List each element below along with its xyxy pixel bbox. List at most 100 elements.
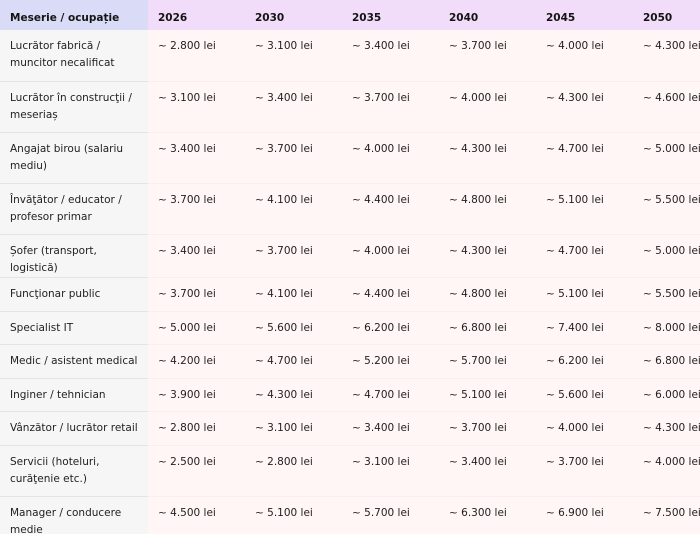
salary-value-cell: ~ 5.700 lei bbox=[342, 497, 439, 534]
occupation-cell: Specialist IT bbox=[0, 312, 148, 345]
salary-value-cell: ~ 3.700 lei bbox=[536, 446, 633, 497]
salary-value-cell: ~ 4.300 lei bbox=[439, 133, 536, 184]
salary-value-cell: ~ 4.300 lei bbox=[536, 82, 633, 133]
table-row: Specialist IT ~ 5.000 lei ~ 5.600 lei ~ 6.2… bbox=[0, 312, 700, 345]
header-year-2050: 2050 bbox=[633, 0, 700, 30]
salary-value-cell: ~ 3.100 lei bbox=[245, 412, 342, 446]
salary-value-cell: ~ 5.100 lei bbox=[536, 184, 633, 235]
table-body: Lucrător fabrică / muncitor necalificat ~… bbox=[0, 30, 700, 534]
salary-value-cell: ~ 6.200 lei bbox=[536, 345, 633, 379]
occupation-cell: Manager / conducere medie bbox=[0, 497, 148, 534]
salary-value-cell: ~ 3.100 lei bbox=[245, 30, 342, 82]
header-year-2045: 2045 bbox=[536, 0, 633, 30]
salary-value-cell: ~ 8.000 lei bbox=[633, 312, 700, 345]
table-row: Medic / asistent medical ~ 4.200 lei ~ 4.7… bbox=[0, 345, 700, 379]
salary-value-cell: ~ 6.900 lei bbox=[536, 497, 633, 534]
salary-value-cell: ~ 4.600 lei bbox=[633, 82, 700, 133]
salary-value-cell: ~ 5.700 lei bbox=[439, 345, 536, 379]
salary-value-cell: ~ 2.800 lei bbox=[148, 30, 245, 82]
salary-value-cell: ~ 5.200 lei bbox=[342, 345, 439, 379]
header-occupation: Meserie / ocupație bbox=[0, 0, 148, 30]
salary-value-cell: ~ 6.300 lei bbox=[439, 497, 536, 534]
salary-value-cell: ~ 3.700 lei bbox=[148, 278, 245, 312]
salary-value-cell: ~ 3.700 lei bbox=[342, 82, 439, 133]
salary-value-cell: ~ 4.000 lei bbox=[439, 82, 536, 133]
salary-value-cell: ~ 5.000 lei bbox=[633, 133, 700, 184]
salary-value-cell: ~ 4.000 lei bbox=[536, 30, 633, 82]
table-row: Lucrător în construcţii / meseriaș ~ 3.10… bbox=[0, 82, 700, 133]
salary-value-cell: ~ 4.000 lei bbox=[536, 412, 633, 446]
salary-value-cell: ~ 5.100 lei bbox=[439, 379, 536, 412]
salary-value-cell: ~ 4.700 lei bbox=[536, 235, 633, 278]
salary-value-cell: ~ 4.300 lei bbox=[633, 30, 700, 82]
header-year-2026: 2026 bbox=[148, 0, 245, 30]
occupation-cell: Funcţionar public bbox=[0, 278, 148, 312]
salary-value-cell: ~ 4.000 lei bbox=[342, 133, 439, 184]
table-row: Lucrător fabrică / muncitor necalificat ~… bbox=[0, 30, 700, 82]
occupation-cell: Vânzător / lucrător retail bbox=[0, 412, 148, 446]
table-row: Vânzător / lucrător retail ~ 2.800 lei ~ 3… bbox=[0, 412, 700, 446]
salary-value-cell: ~ 4.400 lei bbox=[342, 184, 439, 235]
salary-value-cell: ~ 3.400 lei bbox=[342, 412, 439, 446]
salary-value-cell: ~ 3.400 lei bbox=[439, 446, 536, 497]
table-row: Angajat birou (salariu mediu) ~ 3.400 lei… bbox=[0, 133, 700, 184]
salary-value-cell: ~ 4.800 lei bbox=[439, 278, 536, 312]
salary-value-cell: ~ 5.500 lei bbox=[633, 278, 700, 312]
header-year-2035: 2035 bbox=[342, 0, 439, 30]
table-row: Manager / conducere medie ~ 4.500 lei ~ 5.… bbox=[0, 497, 700, 534]
salary-value-cell: ~ 5.100 lei bbox=[245, 497, 342, 534]
salary-value-cell: ~ 2.500 lei bbox=[148, 446, 245, 497]
salary-value-cell: ~ 3.700 lei bbox=[439, 30, 536, 82]
salary-value-cell: ~ 4.000 lei bbox=[633, 446, 700, 497]
salary-value-cell: ~ 4.700 lei bbox=[536, 133, 633, 184]
salary-value-cell: ~ 3.400 lei bbox=[245, 82, 342, 133]
header-row: Meserie / ocupație 2026 2030 2035 2040 2… bbox=[0, 0, 700, 30]
salary-value-cell: ~ 5.100 lei bbox=[536, 278, 633, 312]
salary-value-cell: ~ 3.700 lei bbox=[439, 412, 536, 446]
salary-value-cell: ~ 6.800 lei bbox=[439, 312, 536, 345]
salary-value-cell: ~ 5.600 lei bbox=[536, 379, 633, 412]
salary-value-cell: ~ 3.700 lei bbox=[245, 235, 342, 278]
occupation-cell: Inginer / tehnician bbox=[0, 379, 148, 412]
salary-value-cell: ~ 5.000 lei bbox=[148, 312, 245, 345]
occupation-cell: Servicii (hoteluri, curăţenie etc.) bbox=[0, 446, 148, 497]
occupation-cell: Angajat birou (salariu mediu) bbox=[0, 133, 148, 184]
occupation-cell: Șofer (transport, logistică) bbox=[0, 235, 148, 278]
table-header: Meserie / ocupație 2026 2030 2035 2040 2… bbox=[0, 0, 700, 30]
header-year-2040: 2040 bbox=[439, 0, 536, 30]
salary-value-cell: ~ 3.400 lei bbox=[342, 30, 439, 82]
table-row: Șofer (transport, logistică) ~ 3.400 lei ~… bbox=[0, 235, 700, 278]
salary-value-cell: ~ 2.800 lei bbox=[148, 412, 245, 446]
salary-value-cell: ~ 7.500 lei bbox=[633, 497, 700, 534]
salary-value-cell: ~ 4.100 lei bbox=[245, 278, 342, 312]
salary-value-cell: ~ 4.200 lei bbox=[148, 345, 245, 379]
salary-value-cell: ~ 3.100 lei bbox=[342, 446, 439, 497]
salary-value-cell: ~ 4.800 lei bbox=[439, 184, 536, 235]
salary-value-cell: ~ 6.800 lei bbox=[633, 345, 700, 379]
salary-value-cell: ~ 4.100 lei bbox=[245, 184, 342, 235]
salary-value-cell: ~ 5.000 lei bbox=[633, 235, 700, 278]
salary-value-cell: ~ 4.500 lei bbox=[148, 497, 245, 534]
table-row: Inginer / tehnician ~ 3.900 lei ~ 4.300 le… bbox=[0, 379, 700, 412]
salary-value-cell: ~ 4.700 lei bbox=[245, 345, 342, 379]
salary-value-cell: ~ 4.300 lei bbox=[439, 235, 536, 278]
salary-value-cell: ~ 5.500 lei bbox=[633, 184, 700, 235]
salary-value-cell: ~ 3.700 lei bbox=[148, 184, 245, 235]
salary-value-cell: ~ 3.100 lei bbox=[148, 82, 245, 133]
salary-value-cell: ~ 4.300 lei bbox=[245, 379, 342, 412]
occupation-cell: Lucrător în construcţii / meseriaș bbox=[0, 82, 148, 133]
salary-value-cell: ~ 4.300 lei bbox=[633, 412, 700, 446]
salary-value-cell: ~ 4.000 lei bbox=[342, 235, 439, 278]
occupation-cell: Lucrător fabrică / muncitor necalificat bbox=[0, 30, 148, 82]
salary-value-cell: ~ 3.700 lei bbox=[245, 133, 342, 184]
table-row: Servicii (hoteluri, curăţenie etc.) ~ 2.5… bbox=[0, 446, 700, 497]
salary-value-cell: ~ 7.400 lei bbox=[536, 312, 633, 345]
salary-value-cell: ~ 6.000 lei bbox=[633, 379, 700, 412]
salary-value-cell: ~ 3.400 lei bbox=[148, 235, 245, 278]
salary-value-cell: ~ 5.600 lei bbox=[245, 312, 342, 345]
occupation-cell: Medic / asistent medical bbox=[0, 345, 148, 379]
table-row: Învăţător / educator / profesor primar ~ … bbox=[0, 184, 700, 235]
header-year-2030: 2030 bbox=[245, 0, 342, 30]
